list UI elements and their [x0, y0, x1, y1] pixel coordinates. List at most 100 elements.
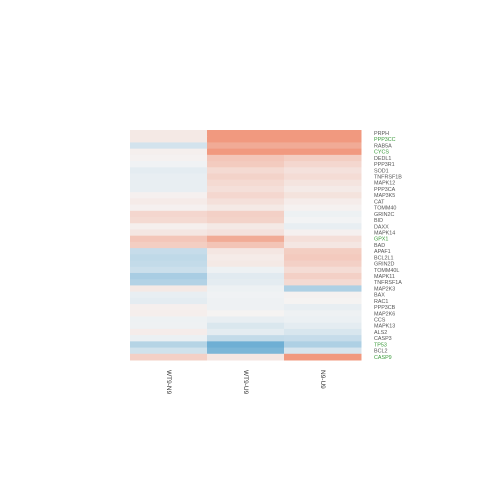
- row-label: GPX1: [374, 237, 388, 243]
- heatmap-cell: [284, 179, 362, 187]
- row-label: MAP2K6: [374, 311, 395, 317]
- heatmap-cell: [130, 223, 208, 230]
- heatmap-cell: [284, 285, 362, 293]
- heatmap-cell: [130, 229, 208, 237]
- row-label: BAX: [374, 293, 385, 299]
- heatmap-cell: [207, 260, 285, 268]
- row-label: PPP3R1: [374, 162, 395, 168]
- heatmap-cell: [284, 266, 362, 274]
- heatmap-cell: [207, 322, 285, 330]
- heatmap-cell: [284, 297, 362, 305]
- column-label: N9-U9: [319, 370, 326, 389]
- heatmap-cell: [130, 136, 208, 143]
- row-label: CASP9: [374, 355, 392, 361]
- heatmap-cell: [130, 279, 208, 286]
- heatmap-cell: [130, 148, 208, 156]
- heatmap-cell: [284, 347, 362, 355]
- heatmap-cell: [207, 328, 285, 336]
- heatmap-cell: [207, 217, 285, 224]
- row-label: GRIN2D: [374, 262, 394, 268]
- row-label: BAD: [374, 243, 385, 249]
- heatmap-cell: [130, 335, 208, 342]
- heatmap-cell: [207, 241, 285, 249]
- row-label: TNFRSF1A: [374, 280, 402, 286]
- heatmap-cell: [284, 173, 362, 181]
- heatmap-cell: [207, 266, 285, 274]
- heatmap-cell: [207, 353, 285, 361]
- heatmap-cell: [284, 279, 362, 286]
- heatmap-cell: [207, 291, 285, 299]
- heatmap-cell: [284, 260, 362, 268]
- heatmap-cell: [207, 130, 285, 137]
- column-label: WT9-N9: [165, 370, 172, 395]
- row-label: PPP3CB: [374, 305, 396, 311]
- heatmap-cell: [130, 316, 208, 324]
- heatmap-cell: [130, 341, 208, 349]
- heatmap-cell: [130, 304, 208, 311]
- heatmap-cell: [130, 192, 208, 199]
- heatmap-cell: [207, 142, 285, 150]
- heatmap-cell: [130, 285, 208, 293]
- heatmap-cell: [130, 217, 208, 224]
- row-label: BCL2L1: [374, 255, 393, 261]
- row-label: GRIN2C: [374, 212, 394, 218]
- row-label: BID: [374, 218, 383, 224]
- heatmap-cell: [207, 285, 285, 293]
- heatmap-cell: [130, 322, 208, 330]
- row-label: TOMM40L: [374, 268, 399, 274]
- heatmap-cell: [207, 235, 285, 243]
- heatmap-cell: [130, 161, 208, 168]
- row-label: MAP2K3: [374, 286, 395, 292]
- heatmap-cell: [130, 297, 208, 305]
- heatmap-cell: [130, 272, 208, 280]
- row-label: TOMM40: [374, 206, 396, 212]
- row-label: CAT: [374, 199, 385, 205]
- heatmap-cell: [207, 223, 285, 230]
- heatmap-cell: [130, 291, 208, 299]
- heatmap-cell: [284, 254, 362, 262]
- heatmap-cell: [284, 235, 362, 243]
- row-label: SOD1: [374, 168, 389, 174]
- row-label: TNFRSF1B: [374, 175, 402, 181]
- row-label: BCL2: [374, 349, 388, 355]
- heatmap-cell: [207, 167, 285, 175]
- heatmap-cell: [284, 223, 362, 230]
- heatmap-cell: [207, 198, 285, 206]
- heatmap-cell: [130, 154, 208, 162]
- row-label: PPP3CA: [374, 187, 396, 193]
- heatmap-cell: [284, 291, 362, 299]
- heatmap-cell: [207, 316, 285, 324]
- heatmap-cell: [130, 142, 208, 150]
- heatmap-cell: [284, 192, 362, 199]
- heatmap-cell: [130, 167, 208, 175]
- heatmap-cell: [284, 229, 362, 237]
- row-label: APAF1: [374, 249, 391, 255]
- heatmap-cell: [207, 192, 285, 199]
- heatmap-cell: [207, 272, 285, 280]
- heatmap-cell: [207, 297, 285, 305]
- heatmap-cell: [207, 229, 285, 237]
- heatmap-cell: [284, 316, 362, 324]
- heatmap-cell: [130, 185, 208, 193]
- heatmap-cell: [284, 210, 362, 218]
- heatmap-cell: [284, 353, 362, 361]
- row-label: MAPK13: [374, 324, 395, 330]
- row-label: ALS2: [374, 330, 387, 336]
- heatmap-cell: [207, 185, 285, 193]
- heatmap-cell: [284, 322, 362, 330]
- heatmap-cell: [130, 210, 208, 218]
- heatmap-cell: [284, 142, 362, 150]
- heatmap-cell: [284, 130, 362, 137]
- heatmap-cell: [284, 154, 362, 162]
- heatmap-cell: [207, 173, 285, 181]
- heatmap-cell: [207, 148, 285, 156]
- heatmap-cells: [130, 130, 362, 361]
- heatmap-cell: [130, 266, 208, 274]
- heatmap-cell: [207, 248, 285, 255]
- row-label: DAXX: [374, 224, 389, 230]
- heatmap-cell: [130, 254, 208, 262]
- heatmap-cell: [207, 341, 285, 349]
- heatmap-cell: [207, 154, 285, 162]
- heatmap-cell: [130, 347, 208, 355]
